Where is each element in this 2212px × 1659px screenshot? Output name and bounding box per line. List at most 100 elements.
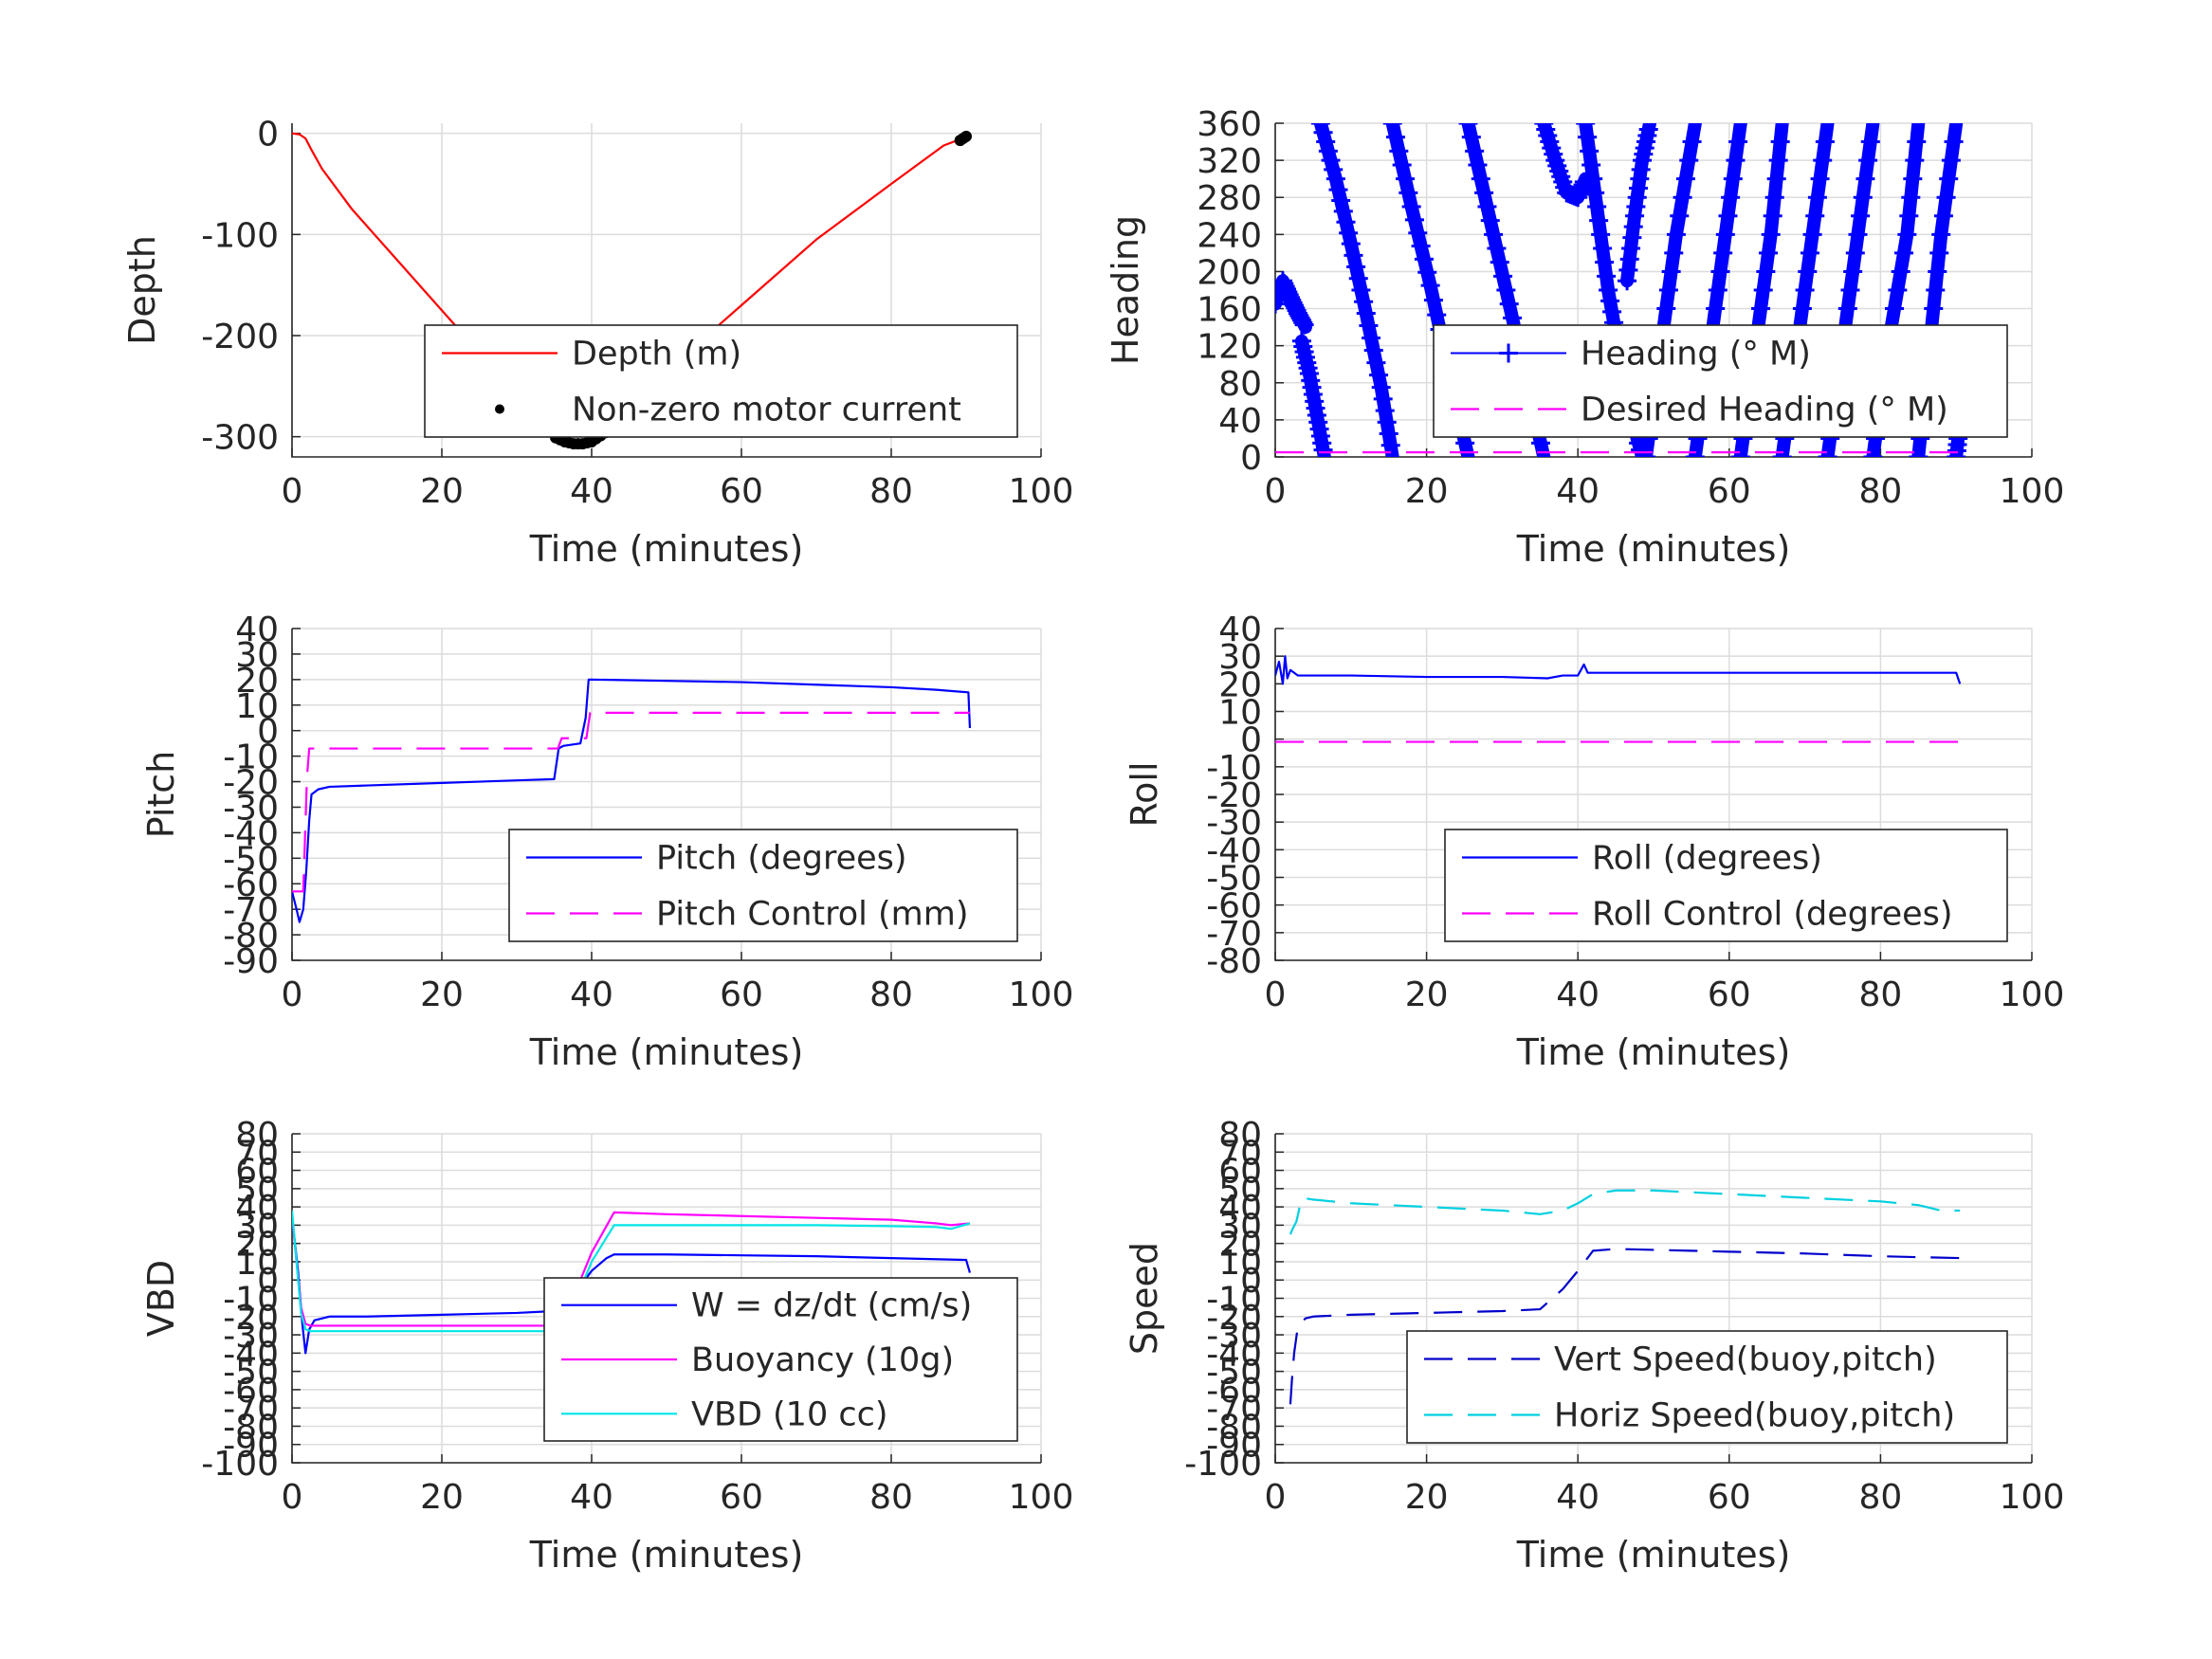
heading-point [1339, 223, 1359, 243]
legend-marker [1499, 343, 1518, 363]
heading-point [1759, 243, 1779, 263]
heading-point [1856, 169, 1875, 189]
heading-point [1581, 155, 1601, 174]
heading-point [1382, 123, 1402, 133]
heading-point [1800, 243, 1819, 263]
heading-point [1863, 447, 1883, 457]
legend-label: Buoyancy (10g) [691, 1341, 954, 1379]
legend-vbd: W = dz/dt (cm/s) Buoyancy (10g) VBD (10 cc… [543, 1277, 1018, 1442]
heading-point [1499, 294, 1519, 314]
x-axis-label: Time (minutes) [1516, 1534, 1791, 1576]
heading-point [1807, 188, 1827, 208]
heading-point [1813, 151, 1833, 171]
x-tick-label: 100 [2000, 975, 2065, 1014]
heading-point [1685, 447, 1705, 457]
heading-point [1395, 169, 1415, 189]
heading-point [1756, 262, 1776, 282]
legend-label: Vert Speed(buoy,pitch) [1554, 1341, 1937, 1379]
heading-point [1924, 299, 1944, 319]
y-axis-label: Roll [1124, 761, 1165, 827]
y-tick-label: -50 [223, 840, 279, 879]
y-tick-label: 40 [1218, 1189, 1262, 1228]
x-tick-label: 20 [1405, 472, 1449, 511]
y-tick-label: 0 [1240, 439, 1262, 478]
heading-point [1363, 340, 1383, 360]
y-tick-label: 120 [1197, 328, 1262, 367]
heading-point [1679, 151, 1699, 171]
y-tick-label: 0 [1240, 721, 1262, 760]
heading-point [1417, 263, 1437, 283]
heading-point [1310, 123, 1330, 133]
y-tick-label: 280 [1197, 179, 1262, 218]
y-tick-label: -80 [223, 917, 279, 956]
heading-point [1318, 141, 1338, 161]
y-tick-label: -30 [223, 1317, 279, 1356]
heading-point [1411, 236, 1431, 256]
heading-point [1730, 447, 1750, 457]
x-tick-label: 40 [1556, 975, 1600, 1014]
x-axis-label: Time (minutes) [1516, 1031, 1791, 1073]
x-tick-label: 100 [1009, 1478, 1074, 1517]
y-tick-label: -90 [223, 1427, 279, 1466]
heading-point [1715, 225, 1735, 245]
heading-point [1894, 243, 1914, 263]
heading-point [1369, 365, 1389, 385]
y-tick-label: -10 [1206, 1281, 1262, 1320]
heading-point [1325, 169, 1345, 189]
y-tick-label: 80 [1218, 1116, 1262, 1155]
heading-point [1939, 169, 1959, 189]
heading-point [1802, 225, 1822, 245]
heading-point [1761, 225, 1781, 245]
heading-point [1682, 132, 1702, 152]
heading-point [1377, 412, 1397, 432]
x-tick-label: 0 [1265, 472, 1287, 511]
y-axis-label: VBD [140, 1260, 182, 1337]
x-tick-label: 20 [1405, 975, 1449, 1014]
heading-point [1853, 188, 1873, 208]
legend-label: Roll Control (degrees) [1592, 896, 1953, 934]
y-tick-label: 320 [1197, 142, 1262, 181]
y-tick-label: -70 [223, 1390, 279, 1429]
heading-point [1710, 262, 1730, 282]
heading-point [1708, 281, 1728, 300]
heading-point [1658, 281, 1678, 300]
legend-box [1433, 324, 2008, 438]
x-tick-label: 0 [1265, 975, 1287, 1014]
heading-point [1313, 123, 1333, 142]
heading-point [1423, 290, 1443, 310]
x-tick-label: 100 [2000, 472, 2065, 511]
heading-point [1936, 188, 1956, 208]
heading-point [1764, 188, 1784, 208]
heading-point [1670, 206, 1690, 226]
heading-point [1770, 132, 1790, 152]
x-axis-label: Time (minutes) [529, 1534, 804, 1576]
heading-point [1477, 197, 1497, 216]
legend-box [1444, 829, 2008, 942]
legend-label: Non-zero motor current [572, 392, 961, 429]
x-tick-label: 80 [869, 1478, 913, 1517]
heading-point [1901, 188, 1921, 208]
heading-point [1351, 281, 1371, 300]
y-tick-label: 360 [1197, 105, 1262, 144]
y-tick-label: -70 [1206, 1390, 1262, 1429]
y-tick-label: -40 [223, 814, 279, 853]
y-tick-label: -100 [201, 1445, 279, 1484]
heading-point [1905, 151, 1925, 171]
x-tick-label: 40 [570, 472, 613, 511]
heading-point [1926, 281, 1946, 300]
heading-point [1331, 191, 1351, 210]
y-tick-label: 10 [235, 687, 279, 726]
heading-point [1341, 234, 1361, 254]
y-tick-label: -10 [1206, 749, 1262, 788]
heading-point [1398, 183, 1418, 203]
y-tick-label: 0 [1240, 1262, 1262, 1301]
heading-point [1661, 262, 1681, 282]
y-tick-label: 20 [1218, 665, 1262, 704]
heading-point [1666, 225, 1686, 245]
y-tick-label: -40 [1206, 831, 1262, 870]
series-pitch-0-line [292, 678, 972, 923]
heading-point [1768, 151, 1788, 171]
y-tick-label: 70 [1218, 1134, 1262, 1173]
subplot-vbd: 0 20 40 60 80 10080706050403020100-10-20-30-4… [140, 1116, 1073, 1576]
heading-point [1599, 281, 1618, 300]
